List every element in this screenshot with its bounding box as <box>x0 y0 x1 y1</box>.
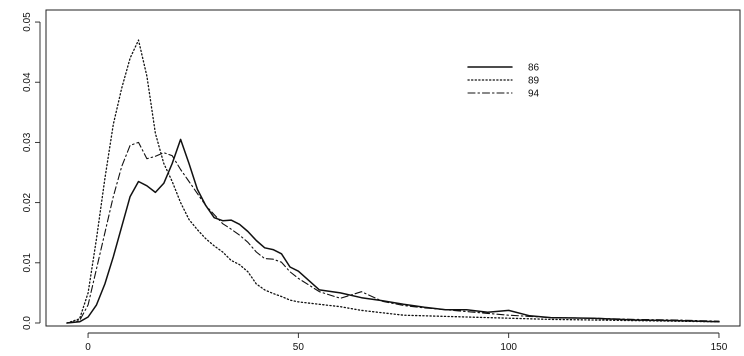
series-line-86 <box>66 138 720 324</box>
y-tick-label: 0.01 <box>22 253 33 273</box>
y-tick-label: 0.04 <box>22 72 33 92</box>
plot-frame <box>45 9 741 327</box>
y-tick-label: 0.03 <box>22 132 33 152</box>
x-tick-label: 150 <box>711 342 728 353</box>
y-tick-label: 0.02 <box>22 192 33 212</box>
legend: 86 89 94 <box>467 63 540 100</box>
series-layer <box>66 39 720 324</box>
y-tick-label: 0.0 <box>22 316 33 330</box>
legend-label-89: 89 <box>528 76 540 87</box>
y-axis: 0.0 0.01 0.02 0.03 0.04 0.05 <box>22 12 41 330</box>
x-tick-label: 100 <box>500 342 517 353</box>
series-line-94 <box>66 141 720 324</box>
legend-label-86: 86 <box>528 63 540 74</box>
x-tick-label: 0 <box>85 342 91 353</box>
x-tick-label: 50 <box>293 342 305 353</box>
series-line-89 <box>66 39 720 324</box>
x-axis: 0 50 100 150 <box>85 332 728 353</box>
y-tick-label: 0.05 <box>22 12 33 32</box>
legend-label-94: 94 <box>528 89 540 100</box>
